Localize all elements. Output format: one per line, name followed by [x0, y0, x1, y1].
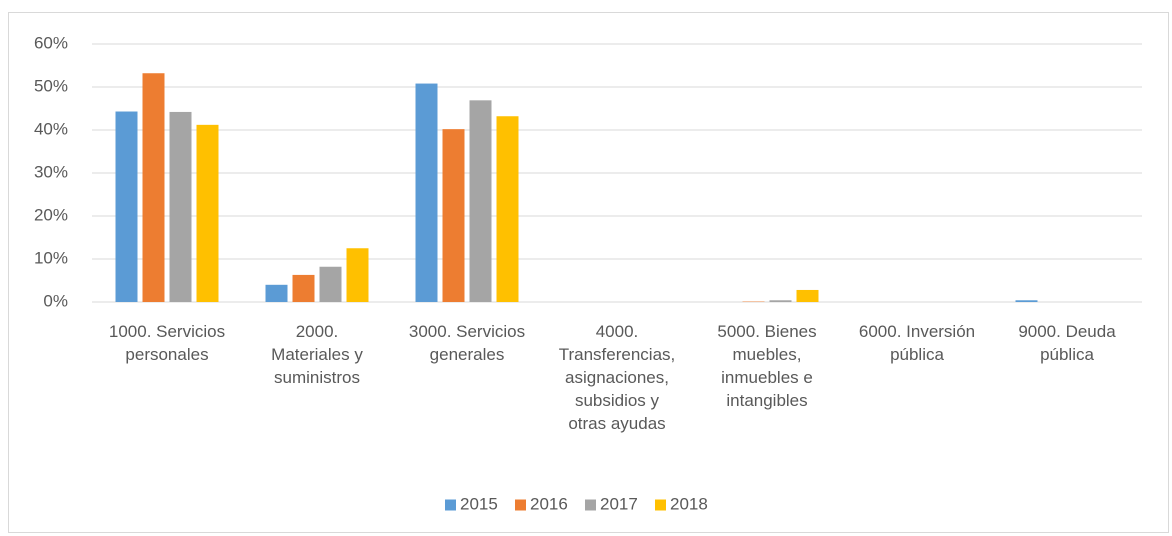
y-tick-label: 30% [34, 162, 68, 181]
y-tick-label: 60% [34, 33, 68, 52]
bar [319, 266, 342, 302]
y-tick-label: 40% [34, 119, 68, 138]
bar [415, 83, 438, 302]
y-tick-label: 20% [34, 205, 68, 224]
bar [265, 284, 288, 302]
y-tick-label: 10% [34, 248, 68, 267]
legend-label: 2018 [670, 494, 708, 513]
legend-swatch [515, 499, 526, 511]
legend-swatch [585, 499, 596, 511]
x-tick-label: 5000. Bienes muebles, inmuebles e intang… [717, 322, 817, 410]
legend-label: 2017 [600, 494, 638, 513]
bar [1015, 300, 1038, 302]
legend-swatch [445, 499, 456, 511]
y-tick-label: 50% [34, 76, 68, 95]
bar [292, 274, 315, 302]
legend-label: 2015 [460, 494, 498, 513]
bar [496, 116, 519, 303]
bar [196, 124, 219, 302]
x-tick-label: 3000. Servicios generales [408, 322, 526, 364]
bar [442, 129, 465, 302]
legend-label: 2016 [530, 494, 568, 513]
bar [796, 289, 819, 302]
bar [769, 300, 792, 302]
x-tick-label: 4000. Transferencias, asignaciones, subs… [558, 322, 676, 433]
x-tick-label: 2000. Materiales y suministros [271, 322, 363, 387]
bar [469, 100, 492, 302]
bar [346, 248, 369, 302]
bar [142, 73, 165, 303]
y-tick-label: 0% [43, 291, 68, 310]
x-tick-label: 9000. Deuda pública [1018, 322, 1116, 364]
bar [115, 111, 138, 302]
x-tick-label: 6000. Inversión pública [858, 322, 976, 364]
x-tick-label: 1000. Servicios personales [108, 322, 226, 364]
legend-swatch [655, 499, 666, 511]
bar [169, 111, 192, 302]
